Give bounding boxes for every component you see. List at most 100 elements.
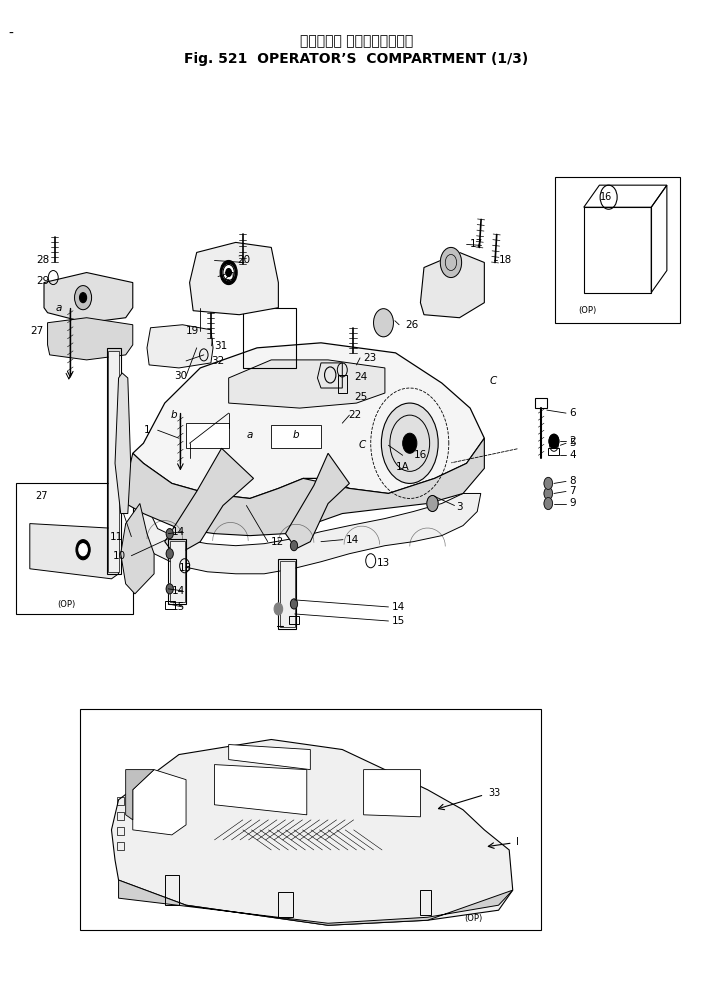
Bar bbox=[278, 892, 292, 917]
Bar bbox=[289, 616, 299, 624]
Circle shape bbox=[80, 293, 86, 303]
Circle shape bbox=[427, 495, 438, 512]
Text: 21: 21 bbox=[224, 272, 237, 282]
Circle shape bbox=[166, 529, 173, 539]
Text: (OP): (OP) bbox=[578, 306, 597, 315]
Polygon shape bbox=[30, 524, 118, 579]
Bar bbox=[117, 842, 124, 850]
Circle shape bbox=[75, 286, 91, 310]
Text: 14: 14 bbox=[392, 602, 405, 612]
Text: 20: 20 bbox=[237, 256, 250, 266]
Circle shape bbox=[544, 497, 553, 510]
Polygon shape bbox=[229, 359, 385, 408]
Polygon shape bbox=[133, 342, 484, 498]
Polygon shape bbox=[115, 373, 130, 514]
Bar bbox=[421, 890, 431, 915]
Text: 12: 12 bbox=[271, 537, 284, 547]
Polygon shape bbox=[133, 769, 186, 835]
Text: -: - bbox=[9, 26, 14, 40]
Polygon shape bbox=[118, 880, 513, 925]
Circle shape bbox=[76, 540, 90, 560]
Text: 13: 13 bbox=[178, 563, 192, 573]
Text: 25: 25 bbox=[354, 392, 368, 402]
Text: 27: 27 bbox=[36, 491, 48, 501]
Text: 23: 23 bbox=[364, 352, 377, 363]
Bar bbox=[535, 398, 547, 408]
Bar bbox=[108, 350, 119, 572]
Bar bbox=[584, 207, 651, 293]
Text: C: C bbox=[489, 376, 496, 386]
Polygon shape bbox=[111, 739, 513, 925]
Circle shape bbox=[290, 599, 297, 609]
Polygon shape bbox=[125, 769, 154, 820]
Polygon shape bbox=[317, 363, 342, 388]
Bar bbox=[106, 347, 120, 574]
Text: 29: 29 bbox=[36, 276, 50, 286]
Text: 6: 6 bbox=[570, 408, 576, 418]
Circle shape bbox=[223, 265, 235, 281]
Text: 26: 26 bbox=[405, 320, 418, 329]
Bar bbox=[165, 601, 175, 609]
Circle shape bbox=[441, 248, 461, 278]
Bar bbox=[243, 308, 296, 368]
Text: 16: 16 bbox=[600, 192, 612, 202]
Polygon shape bbox=[120, 504, 154, 594]
Bar bbox=[117, 812, 124, 820]
Text: 30: 30 bbox=[175, 371, 188, 381]
Text: 14: 14 bbox=[171, 586, 185, 596]
Bar bbox=[165, 875, 179, 905]
Bar bbox=[279, 561, 294, 627]
Text: (OP): (OP) bbox=[465, 914, 483, 923]
Bar bbox=[555, 177, 679, 322]
Bar bbox=[16, 483, 133, 614]
Text: 32: 32 bbox=[211, 355, 224, 366]
Circle shape bbox=[226, 269, 232, 277]
Text: 14: 14 bbox=[171, 527, 185, 537]
Text: 5: 5 bbox=[570, 438, 576, 448]
Text: 3: 3 bbox=[456, 501, 463, 512]
Text: 33: 33 bbox=[488, 787, 500, 798]
Text: 19: 19 bbox=[185, 326, 199, 335]
Text: a: a bbox=[247, 430, 253, 440]
Bar bbox=[548, 448, 559, 455]
Text: a: a bbox=[56, 303, 62, 313]
Polygon shape bbox=[165, 448, 254, 556]
Text: 15: 15 bbox=[392, 616, 405, 626]
Text: 4: 4 bbox=[570, 450, 576, 460]
Circle shape bbox=[544, 477, 553, 489]
Text: 24: 24 bbox=[354, 372, 368, 382]
Text: 14: 14 bbox=[346, 535, 359, 545]
Text: オペレータ コンパートメント: オペレータ コンパートメント bbox=[300, 34, 413, 48]
Polygon shape bbox=[44, 273, 133, 322]
Polygon shape bbox=[147, 324, 213, 368]
Bar bbox=[80, 709, 541, 930]
Text: 9: 9 bbox=[570, 498, 576, 509]
Text: (OP): (OP) bbox=[58, 600, 76, 609]
Text: 8: 8 bbox=[570, 476, 576, 486]
Text: 18: 18 bbox=[498, 256, 512, 266]
Circle shape bbox=[403, 433, 417, 453]
Circle shape bbox=[374, 309, 394, 336]
Polygon shape bbox=[48, 318, 133, 359]
Circle shape bbox=[79, 544, 87, 556]
Text: 11: 11 bbox=[111, 532, 123, 542]
Text: 27: 27 bbox=[30, 326, 43, 335]
Polygon shape bbox=[190, 243, 278, 315]
Text: Fig. 521  OPERATOR’S  COMPARTMENT (1/3): Fig. 521 OPERATOR’S COMPARTMENT (1/3) bbox=[185, 51, 528, 65]
Polygon shape bbox=[229, 744, 310, 769]
Bar bbox=[117, 797, 124, 805]
Circle shape bbox=[166, 549, 173, 559]
Bar bbox=[117, 827, 124, 835]
Text: I: I bbox=[515, 837, 518, 847]
Text: C: C bbox=[359, 440, 366, 450]
Circle shape bbox=[166, 584, 173, 594]
Text: 31: 31 bbox=[215, 340, 227, 350]
Polygon shape bbox=[421, 253, 484, 318]
Text: 1A: 1A bbox=[396, 462, 409, 472]
Text: b: b bbox=[293, 430, 299, 440]
Polygon shape bbox=[125, 438, 484, 536]
Text: 13: 13 bbox=[376, 558, 389, 568]
Polygon shape bbox=[364, 769, 421, 817]
Text: 16: 16 bbox=[414, 450, 426, 460]
Text: 10: 10 bbox=[113, 551, 125, 561]
